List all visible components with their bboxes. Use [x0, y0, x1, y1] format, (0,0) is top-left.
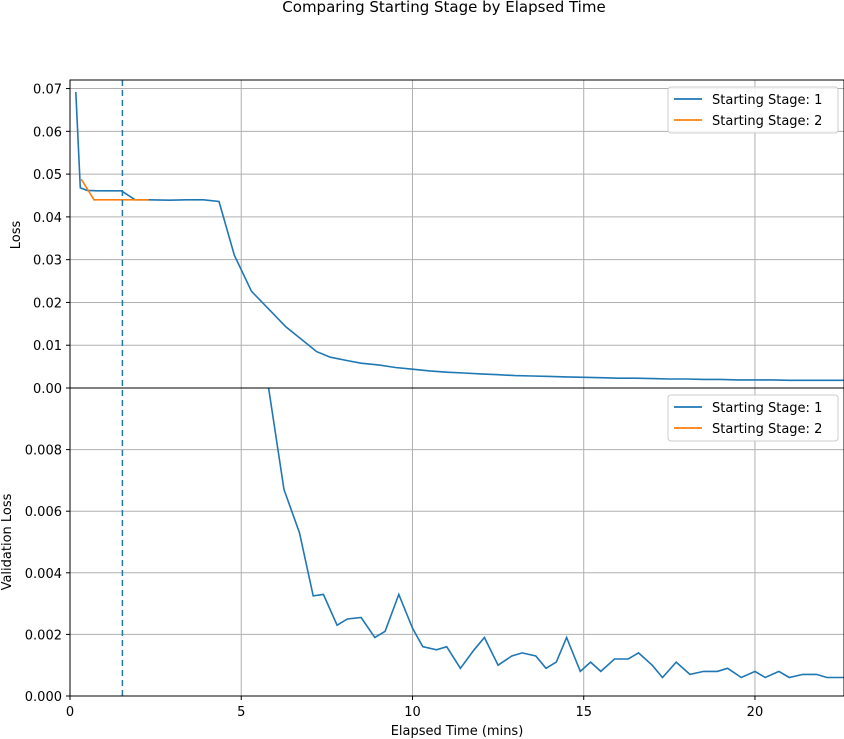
- y-tick-label: 0.008: [25, 444, 62, 459]
- bottom-y-axis-label: Validation Loss: [0, 493, 15, 590]
- y-tick-label: 0.004: [25, 567, 62, 582]
- y-tick-label: 0.04: [33, 211, 62, 226]
- chart-title: Comparing Starting Stage by Elapsed Time: [282, 0, 605, 16]
- x-ticks: 0 5 10 15 20: [66, 696, 763, 720]
- x-tick-label: 15: [575, 705, 592, 720]
- legend-label: Starting Stage: 2: [712, 114, 822, 129]
- legend-box: [667, 86, 839, 134]
- legend-label: Starting Stage: 1: [712, 93, 822, 108]
- y-tick-label: 0.002: [25, 628, 62, 643]
- x-tick-label: 10: [404, 705, 421, 720]
- top-y-ticks: 0.00 0.01 0.02 0.03 0.04 0.05 0.06 0.07: [33, 83, 70, 397]
- x-tick-label: 0: [66, 705, 74, 720]
- x-tick-label: 5: [237, 705, 245, 720]
- y-tick-label: 0.01: [33, 339, 62, 354]
- legend-label: Starting Stage: 2: [712, 422, 822, 437]
- y-tick-label: 0.05: [33, 168, 62, 183]
- y-tick-label: 0.06: [33, 125, 62, 140]
- top-legend: Starting Stage: 1 Starting Stage: 2: [667, 86, 839, 134]
- bottom-legend: Starting Stage: 1 Starting Stage: 2: [667, 394, 839, 442]
- y-tick-label: 0.07: [33, 83, 62, 98]
- series-line-stage-1: [267, 388, 844, 679]
- x-tick-label: 20: [747, 705, 764, 720]
- bottom-plot-frame: [69, 387, 844, 697]
- x-axis-label: Elapsed Time (mins): [391, 724, 524, 739]
- y-tick-label: 0.03: [33, 254, 62, 269]
- legend-label: Starting Stage: 1: [712, 401, 822, 416]
- bottom-y-ticks: 0.000 0.002 0.004 0.006 0.008: [25, 444, 70, 705]
- legend-box: [667, 394, 839, 442]
- top-series-group: [75, 91, 844, 382]
- y-tick-label: 0.02: [33, 296, 62, 311]
- y-tick-label: 0.000: [25, 690, 62, 705]
- series-line-stage-2: [80, 178, 149, 201]
- y-tick-label: 0.006: [25, 505, 62, 520]
- top-y-axis-label: Loss: [9, 221, 24, 250]
- series-line-stage-1: [75, 91, 844, 382]
- bottom-series-group: [267, 388, 844, 679]
- y-tick-label: 0.00: [33, 382, 62, 397]
